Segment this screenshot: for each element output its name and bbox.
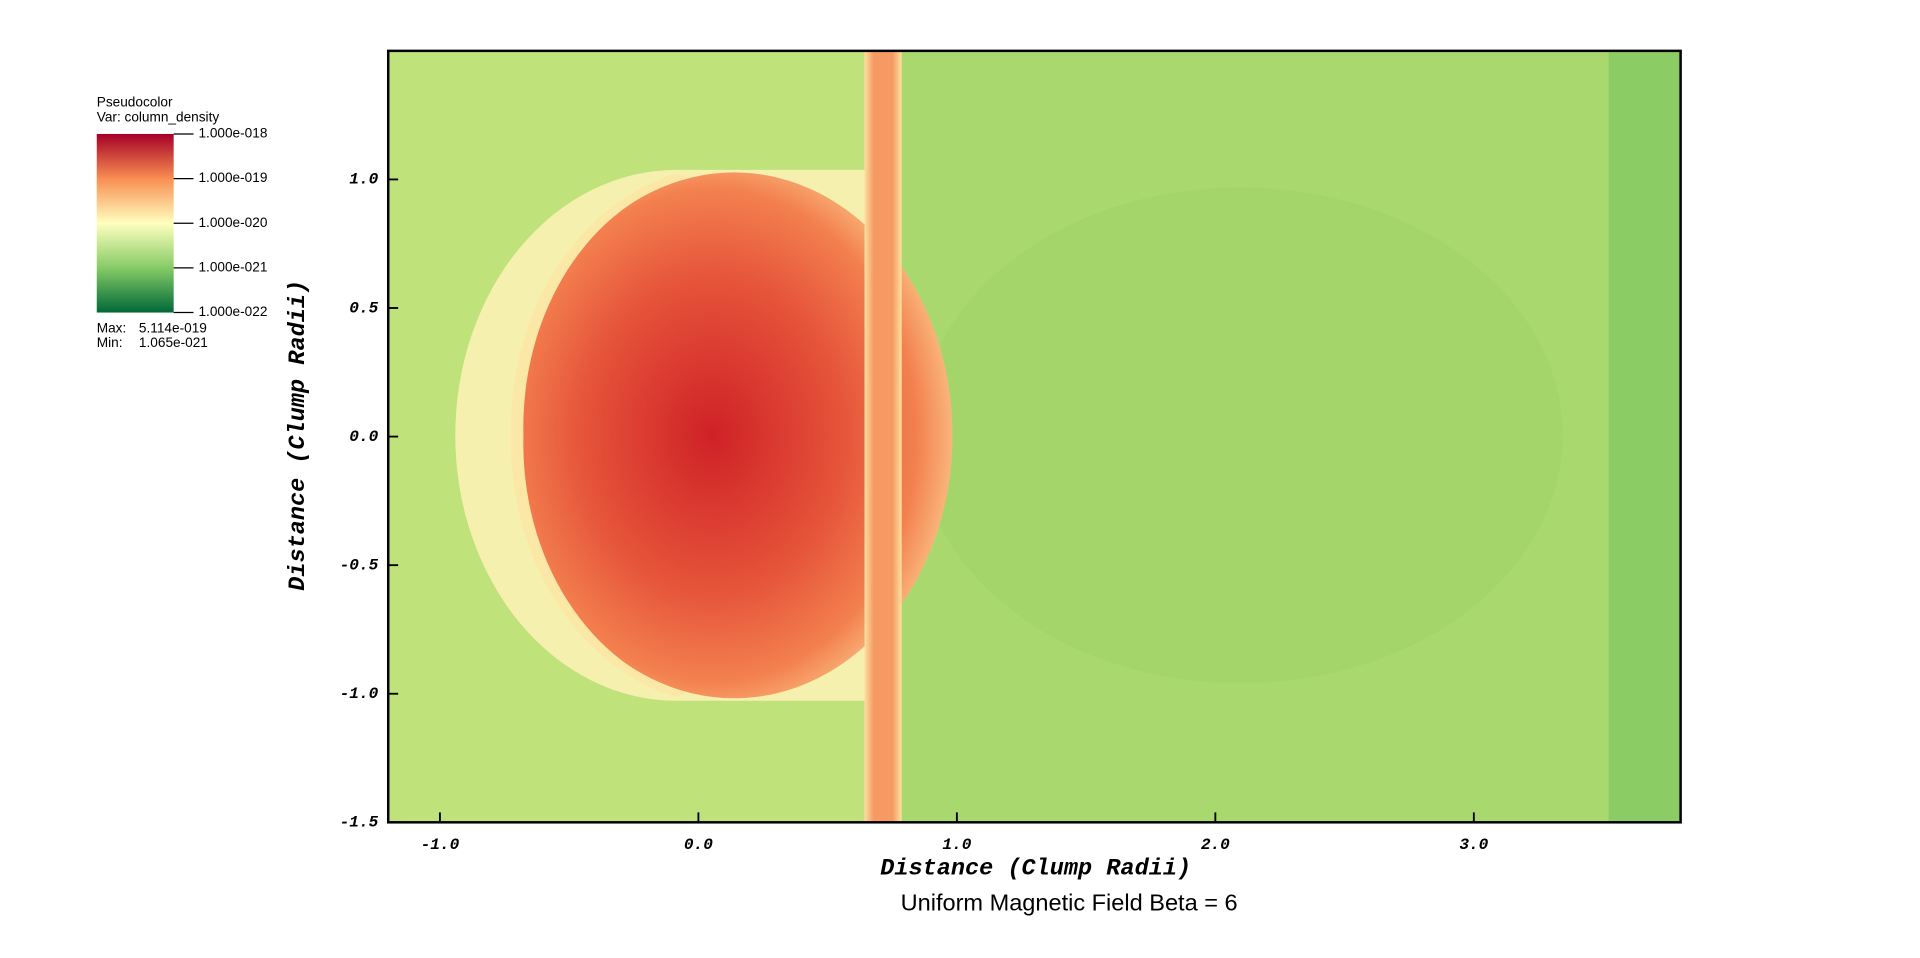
legend-title: Pseudocolor [97,95,173,110]
legend-tick-label: 1.000e-018 [198,126,267,141]
legend-min: 1.065e-021 [139,335,208,350]
x-tick-label: 2.0 [1201,836,1230,854]
heatmap-image [388,50,1681,823]
colorbar [96,133,174,313]
legend-tick-label: 1.000e-020 [198,215,267,230]
legend-tick-label: 1.000e-019 [198,170,267,185]
legend-max-label: Max: [97,320,127,335]
legend-tick-label: 1.000e-021 [198,260,267,275]
x-tick-label: 0.0 [684,836,713,854]
y-tick-label: -1.0 [340,685,379,703]
x-tick-label: -1.0 [421,836,460,854]
y-axis-label: Distance (Clump Radii) [285,280,312,591]
x-tick-label: 3.0 [1459,836,1488,854]
y-tick-label: 1.0 [349,171,378,189]
x-axis-label: Distance (Clump Radii) [880,855,1191,882]
legend-tick-label: 1.000e-022 [198,304,267,319]
chart-title: Uniform Magnetic Field Beta = 6 [901,889,1238,915]
x-tick-label: 1.0 [942,836,971,854]
legend-min-label: Min: [97,335,123,350]
y-tick-label: -1.5 [340,814,379,832]
y-tick-label: 0.0 [349,428,378,446]
legend-max: 5.114e-019 [139,320,207,335]
y-tick-label: -0.5 [340,556,379,574]
legend-var: Var: column_density [97,109,220,124]
y-tick-label: 0.5 [349,299,378,317]
